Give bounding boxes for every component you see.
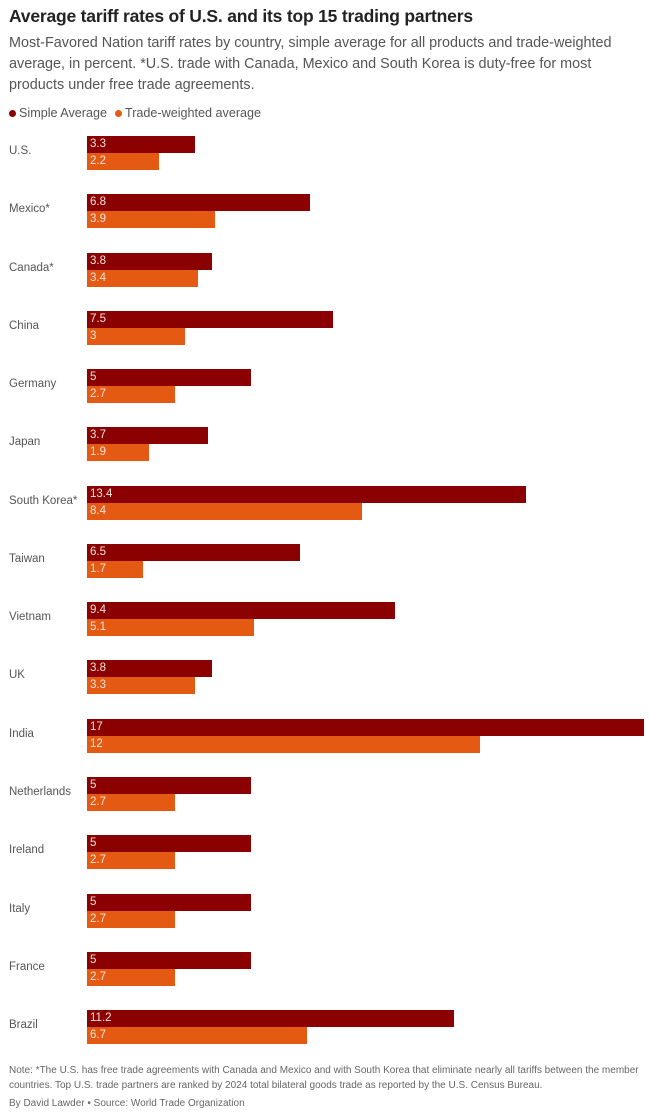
category-label: Canada* <box>9 261 54 274</box>
bar-trade-weighted <box>87 560 143 578</box>
category-label: Ireland <box>9 844 45 857</box>
category-label: U.S. <box>9 145 32 157</box>
category-label: Mexico* <box>9 203 50 216</box>
bar-trade-weighted <box>87 619 255 637</box>
bar-simple-average <box>87 835 251 853</box>
data-label: 3.4 <box>90 271 106 284</box>
bar-simple-average <box>87 543 300 561</box>
data-label: 11.2 <box>90 1012 112 1025</box>
bar-simple-average <box>87 660 212 678</box>
category-label: South Korea* <box>9 494 78 507</box>
data-label: 7.5 <box>90 312 106 325</box>
bar-simple-average <box>87 427 209 445</box>
data-label: 12 <box>90 737 103 750</box>
category-label: Japan <box>9 436 41 449</box>
category-label: Italy <box>9 902 31 915</box>
data-label: 5 <box>90 895 97 908</box>
data-label: 2.2 <box>90 155 106 167</box>
bar-simple-average <box>87 951 251 969</box>
data-label: 5 <box>90 837 97 850</box>
bar-trade-weighted <box>87 735 481 753</box>
data-label: 3.8 <box>90 254 106 267</box>
data-label: 6.8 <box>90 196 106 209</box>
data-label: 13.4 <box>90 487 113 500</box>
bar-trade-weighted <box>87 852 176 870</box>
data-label: 5 <box>90 371 97 384</box>
category-label: France <box>9 960 45 973</box>
data-label: 2.7 <box>90 854 106 867</box>
data-label: 17 <box>90 720 103 733</box>
legend-item-weighted: Trade-weighted average <box>114 106 262 120</box>
bar-trade-weighted <box>87 211 215 229</box>
byline: By David Lawder • Source: World Trade Or… <box>9 1098 245 1109</box>
data-label: 2.7 <box>90 912 106 925</box>
bar-trade-weighted <box>87 677 196 695</box>
bar-trade-weighted <box>87 910 176 928</box>
category-label: Netherlands <box>9 785 72 798</box>
bar-trade-weighted <box>87 968 176 986</box>
data-label: 2.7 <box>90 388 106 401</box>
data-label: 5.1 <box>90 621 106 634</box>
bar-trade-weighted <box>87 153 160 170</box>
data-label: 3 <box>90 329 97 342</box>
data-label: 9.4 <box>90 604 106 617</box>
bar-simple-average <box>87 310 333 328</box>
legend-label-weighted: Trade-weighted average <box>124 106 262 120</box>
bar-trade-weighted <box>87 502 363 520</box>
data-label: 3.7 <box>90 429 106 442</box>
category-label: India <box>9 727 34 740</box>
bar-trade-weighted <box>87 327 186 345</box>
bar-trade-weighted <box>87 269 199 287</box>
bar-simple-average <box>87 194 310 212</box>
legend-dot-weighted <box>114 109 122 117</box>
legend-label-simple: Simple Average <box>19 106 107 120</box>
data-label: 5 <box>90 953 97 966</box>
bar-simple-average <box>87 136 196 153</box>
data-label: 6.7 <box>90 1029 106 1042</box>
legend-dot-simple <box>9 109 16 117</box>
bar-simple-average <box>87 893 251 911</box>
legend: Simple Average Trade-weighted average <box>9 106 261 120</box>
bar-simple-average <box>87 252 212 270</box>
bar-trade-weighted <box>87 444 150 462</box>
data-label: 8.4 <box>90 504 106 517</box>
data-label: 2.7 <box>90 970 106 983</box>
legend-item-simple: Simple Average <box>9 106 107 120</box>
bar-simple-average <box>87 602 395 620</box>
bar-simple-average <box>87 1010 454 1028</box>
bar-simple-average <box>87 718 644 736</box>
data-label: 2.7 <box>90 795 106 808</box>
category-label: Taiwan <box>9 552 45 565</box>
category-label: UK <box>9 669 25 682</box>
bar-trade-weighted <box>87 386 176 404</box>
bar-simple-average <box>87 776 251 794</box>
data-label: 3.3 <box>90 679 106 692</box>
category-label: Germany <box>9 378 57 391</box>
data-label: 5 <box>90 778 97 791</box>
category-label: Vietnam <box>9 611 51 624</box>
bar-trade-weighted <box>87 793 176 811</box>
data-label: 3.9 <box>90 213 106 226</box>
category-label: China <box>9 319 40 332</box>
chart-subtitle: Most-Favored Nation tariff rates by coun… <box>9 35 612 93</box>
bar-simple-average <box>87 369 251 387</box>
bar-simple-average <box>87 485 527 503</box>
data-label: 6.5 <box>90 545 106 558</box>
category-label: Brazil <box>9 1019 38 1032</box>
data-label: 1.7 <box>90 562 106 575</box>
chart-title: Average tariff rates of U.S. and its top… <box>9 6 473 26</box>
bar-trade-weighted <box>87 1027 307 1045</box>
footnote: Note: *The U.S. has free trade agreement… <box>9 1065 639 1091</box>
data-label: 1.9 <box>90 446 106 459</box>
data-label: 3.3 <box>90 138 106 150</box>
data-label: 3.8 <box>90 662 106 675</box>
